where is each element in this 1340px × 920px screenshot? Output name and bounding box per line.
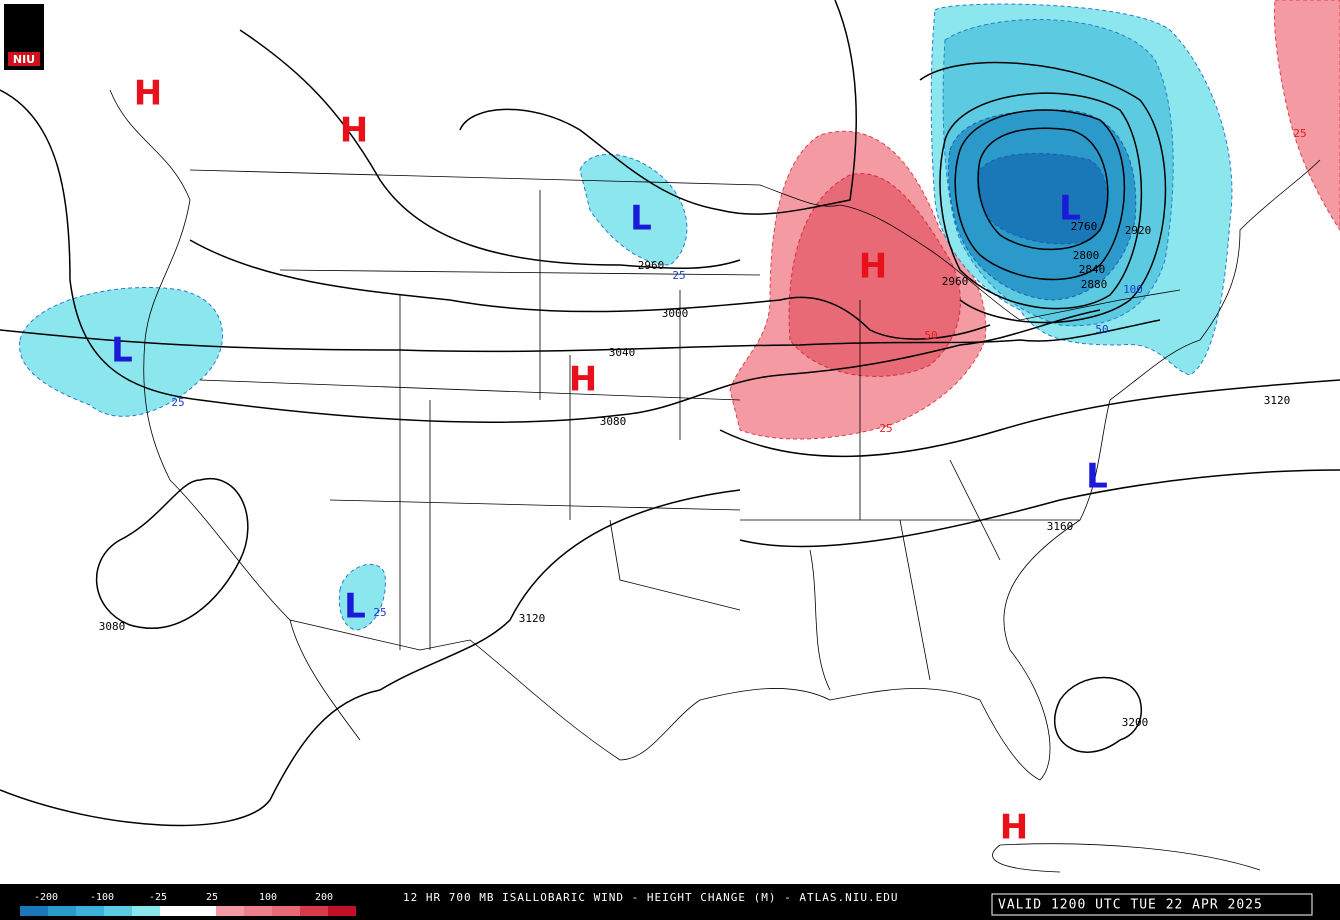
- legend-label: -100: [90, 892, 114, 903]
- contour-labels: 2960 3000 3040 3080 3120 3160 3080 3120 …: [99, 220, 1291, 729]
- legend-label: -25: [149, 892, 167, 903]
- low-center: L: [111, 331, 133, 371]
- change-label: 25: [1293, 127, 1306, 140]
- legend-swatch: [20, 906, 48, 916]
- legend-label: -200: [34, 892, 58, 903]
- contour-label: 3120: [1264, 394, 1291, 407]
- legend-label: 200: [315, 892, 333, 903]
- high-center: H: [859, 247, 887, 287]
- contour-label: 2960: [638, 259, 665, 272]
- contour-label: 3160: [1047, 520, 1074, 533]
- change-label: 25: [171, 396, 184, 409]
- logo-text: NIU: [13, 53, 35, 66]
- contour-label: 3200: [1122, 716, 1149, 729]
- valid-box: [991, 893, 1313, 916]
- legend-swatch: [328, 906, 356, 916]
- legend-swatch: [300, 906, 328, 916]
- high-center: H: [134, 74, 162, 114]
- contour-label: 2760: [1071, 220, 1098, 233]
- valid-time: VALID 1200 UTC TUE 22 APR 2025: [998, 898, 1263, 913]
- change-label: 25: [373, 606, 386, 619]
- legend-label: 25: [206, 892, 218, 903]
- legend-swatch: [216, 906, 244, 916]
- legend-swatch: [76, 906, 104, 916]
- contour-label: 2920: [1125, 224, 1152, 237]
- legend-swatch: [48, 906, 76, 916]
- change-label: 50: [1095, 323, 1108, 336]
- height-contours: [0, 0, 1340, 827]
- contour-label: 3080: [99, 620, 126, 633]
- legend-swatch: [272, 906, 300, 916]
- high-center: H: [340, 111, 368, 151]
- change-label: 50: [924, 329, 937, 342]
- change-label: 25: [672, 269, 685, 282]
- contour-label: 2880: [1081, 278, 1108, 291]
- contour-label: 2960: [942, 275, 969, 288]
- legend-swatch: [244, 906, 272, 916]
- logo: NIU: [4, 4, 44, 70]
- contour-label: 3040: [609, 346, 636, 359]
- low-center: L: [1059, 189, 1081, 229]
- contour-label: 2840: [1079, 263, 1106, 276]
- legend-label: 100: [259, 892, 277, 903]
- geography: [109, 89, 1321, 873]
- pressure-centers: H H L H L L H L L H: [111, 74, 1108, 848]
- contour-label: 3120: [519, 612, 546, 625]
- change-labels: 25 25 25 50 25 25 50 100: [171, 127, 1306, 619]
- legend-swatch: [132, 906, 160, 916]
- high-center: H: [569, 360, 597, 400]
- contour-label: 3080: [600, 415, 627, 428]
- contour-label: 3000: [662, 307, 689, 320]
- low-center: L: [1086, 457, 1108, 497]
- contour-label: 2800: [1073, 249, 1100, 262]
- low-center: L: [344, 587, 366, 627]
- change-label: 25: [879, 422, 892, 435]
- high-center: H: [1000, 808, 1028, 848]
- low-center: L: [630, 199, 652, 239]
- legend-swatch: [104, 906, 132, 916]
- legend: -200 -100 -25 25 100 200: [20, 892, 356, 916]
- footer-title: 12 HR 700 MB ISALLOBARIC WIND - HEIGHT C…: [403, 891, 898, 904]
- change-label: 100: [1123, 283, 1143, 296]
- legend-swatch: [160, 906, 216, 916]
